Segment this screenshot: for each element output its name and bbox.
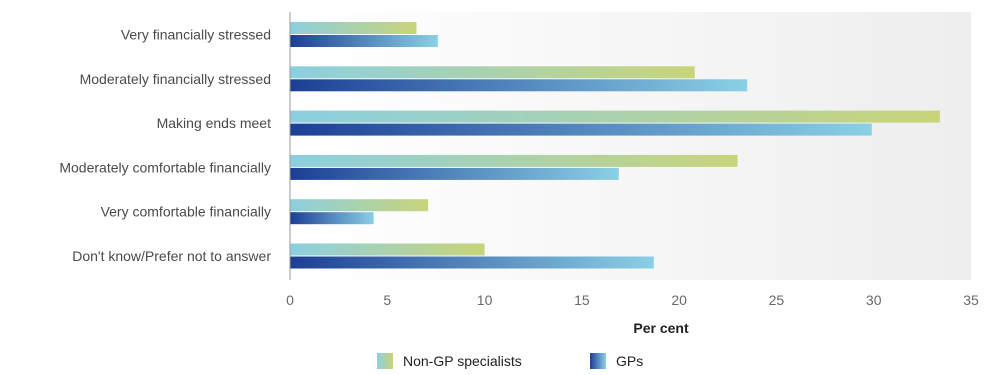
category-label: Moderately comfortable financially <box>59 159 271 175</box>
bar-gps <box>290 167 619 180</box>
bar-gps <box>290 79 748 92</box>
bar-gps <box>290 212 374 225</box>
legend-label: Non-GP specialists <box>403 353 522 369</box>
bar-gps <box>290 256 654 269</box>
x-tick-label: 30 <box>866 292 882 308</box>
category-label: Very comfortable financially <box>101 204 271 220</box>
x-tick-label: 5 <box>383 292 391 308</box>
bar-gps <box>290 123 872 136</box>
x-tick-label: 25 <box>769 292 785 308</box>
x-axis-title: Per cent <box>633 320 689 336</box>
x-tick-label: 15 <box>574 292 590 308</box>
x-tick-label: 35 <box>963 292 979 308</box>
bar-non-gp-specialists <box>290 22 417 34</box>
bar-non-gp-specialists <box>290 243 485 256</box>
category-label: Don't know/Prefer not to answer <box>72 248 271 264</box>
x-tick-labels: 0 5 10 15 20 25 30 35 <box>286 292 979 308</box>
x-tick-label: 20 <box>671 292 687 308</box>
category-label: Making ends meet <box>157 115 272 131</box>
category-label: Very financially stressed <box>121 27 271 43</box>
bar-non-gp-specialists <box>290 199 429 212</box>
category-labels: Very financially stressed Moderately fina… <box>59 27 271 265</box>
category-label: Moderately financially stressed <box>80 71 271 87</box>
bar-non-gp-specialists <box>290 66 695 79</box>
legend-swatch <box>377 353 393 369</box>
legend-swatch <box>590 353 606 369</box>
x-tick-label: 10 <box>477 292 493 308</box>
plot-background <box>290 12 971 280</box>
bars-layer <box>290 22 940 269</box>
legend: Non-GP specialists GPs <box>377 353 643 369</box>
legend-label: GPs <box>616 353 643 369</box>
bar-non-gp-specialists <box>290 154 738 167</box>
bar-gps <box>290 35 438 47</box>
x-tick-label: 0 <box>286 292 294 308</box>
bar-non-gp-specialists <box>290 110 940 123</box>
